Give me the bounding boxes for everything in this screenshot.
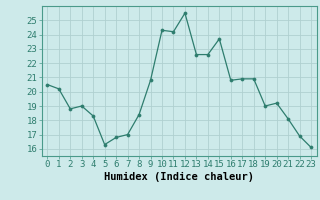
X-axis label: Humidex (Indice chaleur): Humidex (Indice chaleur) [104, 172, 254, 182]
